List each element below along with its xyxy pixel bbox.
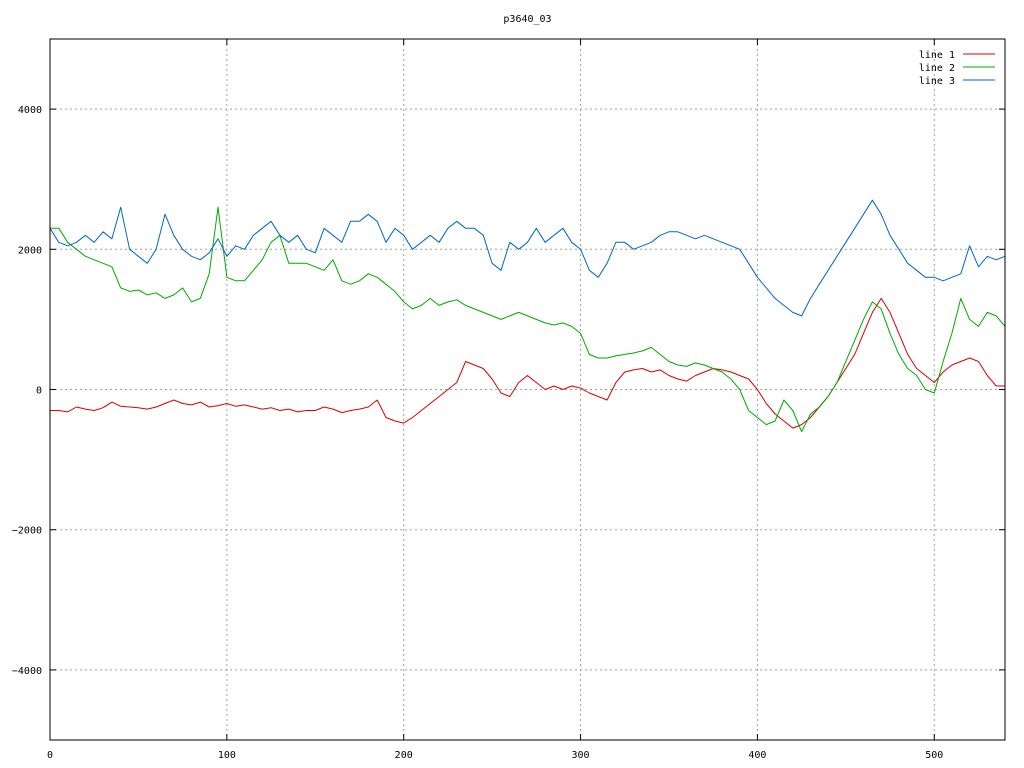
y-tick-label: 4000 — [18, 105, 42, 116]
y-tick-label: −2000 — [12, 526, 42, 537]
y-tick-label: −4000 — [12, 666, 42, 677]
legend: line 1 line 2 line 3 — [919, 50, 995, 87]
legend-label-3: line 3 — [919, 76, 955, 87]
chart-title: p3640_03 — [503, 14, 551, 25]
x-tick-label: 300 — [572, 750, 590, 761]
x-tick-label: 100 — [218, 750, 236, 761]
series-layer — [49, 199, 1006, 433]
x-tick-label: 0 — [47, 750, 53, 761]
series-line-2 — [50, 206, 1006, 433]
tick-layer: 0 100 200 300 400 500 −4000 −2000 0 2000 4000 — [12, 39, 1005, 761]
series-line-1 — [50, 297, 1005, 429]
x-tick-label: 200 — [395, 750, 413, 761]
grid-layer — [50, 39, 1005, 740]
x-tick-label: 400 — [748, 750, 766, 761]
legend-label-2: line 2 — [919, 63, 955, 74]
x-tick-label: 500 — [925, 750, 943, 761]
y-tick-label: 0 — [36, 386, 42, 397]
y-tick-label: 2000 — [18, 245, 42, 256]
series-line-3 — [49, 199, 1006, 317]
legend-label-1: line 1 — [919, 50, 955, 61]
